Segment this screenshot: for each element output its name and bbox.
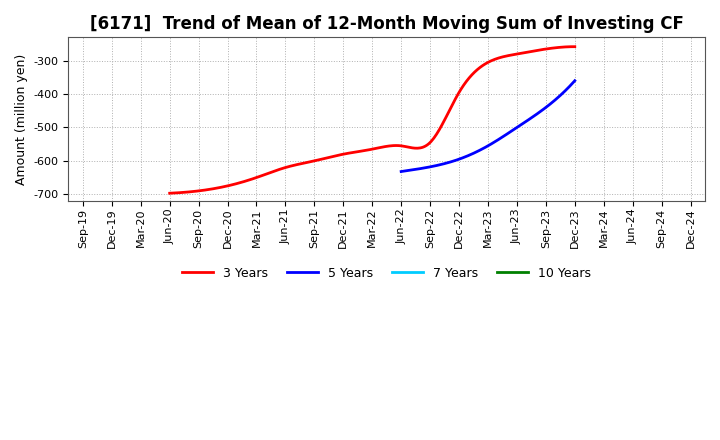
3 Years: [507, 52, 516, 58]
5 Years: [500, 133, 509, 138]
3 Years: [570, 44, 579, 49]
3 Years: [405, 145, 414, 150]
5 Years: [570, 78, 579, 83]
5 Years: [397, 169, 406, 174]
3 Years: [167, 191, 176, 196]
Legend: 3 Years, 5 Years, 7 Years, 10 Years: 3 Years, 5 Years, 7 Years, 10 Years: [177, 262, 596, 285]
Y-axis label: Amount (million yen): Amount (million yen): [15, 54, 28, 185]
3 Years: [569, 44, 577, 49]
3 Years: [413, 146, 422, 151]
5 Years: [397, 169, 405, 174]
5 Years: [554, 94, 563, 99]
Line: 3 Years: 3 Years: [170, 47, 575, 193]
5 Years: [503, 131, 512, 136]
3 Years: [407, 145, 415, 150]
Line: 5 Years: 5 Years: [401, 81, 575, 172]
5 Years: [500, 133, 508, 139]
5 Years: [543, 103, 552, 109]
3 Years: [166, 191, 174, 196]
Title: [6171]  Trend of Mean of 12-Month Moving Sum of Investing CF: [6171] Trend of Mean of 12-Month Moving …: [90, 15, 683, 33]
3 Years: [533, 48, 541, 53]
